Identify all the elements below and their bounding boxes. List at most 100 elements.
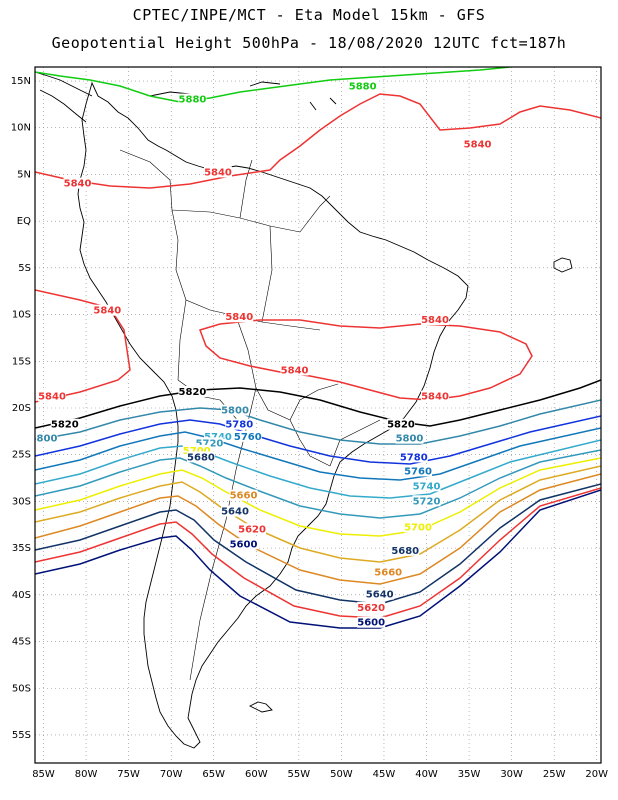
lat-tick-label: 5N [17,169,31,180]
contour-label: 5760 [404,466,432,477]
contour-label-bg [93,304,122,316]
lat-tick-label: 5S [18,263,31,274]
contour-label-bg [365,588,394,600]
contour-5780 [35,415,601,465]
contour-label-bg [50,418,79,430]
lon-tick-label: 50W [330,769,353,780]
lon-tick-label: 40W [415,769,438,780]
contour-5840-north [35,93,601,189]
lon-tick-label: 65W [202,769,225,780]
south-america-coast [77,81,469,749]
contour-label-bg [63,177,92,189]
contour-label: 5680 [187,452,215,463]
contour-label: 5680 [391,546,419,557]
lon-tick-label: 30W [500,769,523,780]
contour-label-bg [195,437,224,449]
contour-label: 5820 [387,420,415,431]
lon-tick-label: 80W [75,769,98,780]
contour-label-bg [404,465,433,477]
map-frame [34,66,602,764]
lat-tick-label: 20S [12,403,31,414]
contour-label-bg [348,80,377,92]
contour-label-bg [374,566,403,578]
contour-label: 5620 [357,603,385,614]
contour-label-bg [357,616,386,628]
contour-label: 5800 [396,434,424,445]
lat-tick-label: 15S [12,356,31,367]
lat-tick-label: 10S [12,310,31,321]
contour-label: 5840 [225,312,253,323]
contour-label: 5820 [51,420,79,431]
contour-label: 5700 [183,446,211,457]
contour-label: 5840 [281,365,309,376]
contour-label: 5740 [413,481,441,492]
contour-label: 5660 [374,567,402,578]
graticule [35,67,601,763]
contour-label-bg [178,93,207,105]
contour-label: 5600 [230,539,258,550]
contour-labels: 5880 5880 5840 5840 5840 5840 5840 5840 5840 5840… [30,80,492,629]
lon-tick-label: 45W [373,769,396,780]
lon-tick-label: 20W [585,769,608,780]
contour-5680 [35,465,601,563]
falkland-islands [248,701,273,713]
contour-label-bg [280,364,309,376]
contour-5820 [35,379,601,429]
contour-label: 5760 [234,432,262,443]
lat-tick-label: 50S [12,683,31,694]
lon-tick-label: 85W [32,769,55,780]
contour-label-bg [35,432,58,444]
contour-label: 5700 [404,522,432,533]
contour-label-bg [203,430,232,442]
lon-tick-label: 25W [543,769,566,780]
contour-5620 [35,487,601,619]
lat-tick-label: EQ [17,216,31,227]
contour-label-bg [225,311,254,323]
contour-label-bg [229,538,258,550]
lat-tick-label: 25S [12,450,31,461]
contour-label: 5840 [204,167,232,178]
contour-label-bg [238,523,267,535]
contour-label-bg [203,166,232,178]
contour-label-bg [229,489,258,501]
contour-5760 [35,427,601,481]
lon-tick-label: 55W [288,769,311,780]
contour-label-bg [412,480,441,492]
contour-5640 [35,483,601,605]
contour-label: 5720 [413,496,441,507]
contour-label: 5640 [221,507,249,518]
contour-label-bg [186,451,215,463]
map-subtitle: Geopotential Height 500hPa - 18/08/2020 … [51,34,567,52]
contour-label: 5780 [225,420,253,431]
lat-tick-label: 10N [11,123,31,134]
contour-label: 5840 [421,315,449,326]
lat-tick-label: 35S [12,543,31,554]
contour-5700 [35,457,601,537]
contour-label-bg [357,601,386,613]
contour-label-bg [395,432,424,444]
contour-label: 5740 [204,432,232,443]
contour-label: 5840 [93,306,121,317]
contour-label-bg [221,505,250,517]
contour-label: 5640 [366,590,394,601]
contour-label: 5840 [64,179,92,190]
contour-label: 5820 [179,387,207,398]
coastline [35,71,573,749]
contour-label-bg [38,390,67,402]
lon-tick-label: 75W [117,769,140,780]
lon-tick-label: 35W [458,769,481,780]
axis-ticks: 15N 10N 5N EQ 5S 10S 15S 20S 25S 30S 35S 40S 45S 50S 5… [11,76,608,780]
contour-label: 5880 [349,81,377,92]
lat-tick-label: 30S [12,496,31,507]
contour-5840-south [35,289,533,403]
contour-5600 [35,489,601,629]
contour-label: 5800 [221,406,249,417]
contour-label: 5840 [38,392,66,403]
contour-label: 5840 [464,139,492,150]
map-title: CPTEC/INPE/MCT - Eta Model 15km - GFS [132,6,486,24]
central-america-coast [35,71,93,123]
contour-label-bg [391,544,420,556]
height-contours [35,67,601,629]
contour-label: 5800 [30,434,58,445]
